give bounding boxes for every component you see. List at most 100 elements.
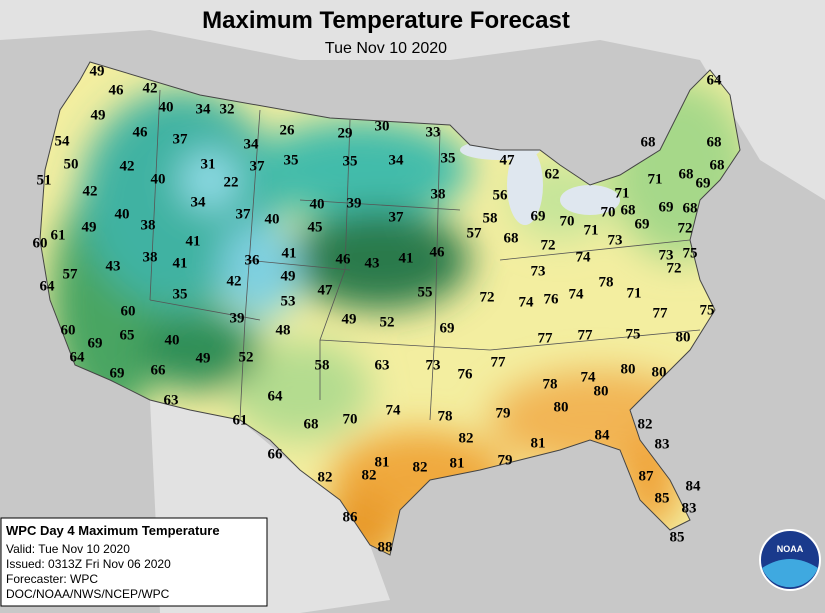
title: Maximum Temperature Forecast — [202, 7, 570, 34]
temp-label: 40 — [115, 206, 130, 222]
temp-label: 40 — [265, 211, 280, 227]
temp-label: 76 — [544, 291, 560, 307]
temp-label: 66 — [151, 362, 167, 378]
temp-label: 58 — [315, 357, 330, 373]
info-box — [0, 517, 268, 607]
temp-label: 57 — [63, 266, 79, 282]
temp-label: 69 — [659, 199, 674, 215]
temp-label: 41 — [399, 250, 414, 266]
temp-label: 69 — [88, 335, 103, 351]
temp-label: 56 — [493, 187, 509, 203]
temp-label: 69 — [635, 216, 650, 232]
temp-label: 71 — [615, 185, 630, 201]
temp-label: 66 — [268, 446, 284, 462]
temp-label: 68 — [707, 134, 722, 150]
temp-label: 82 — [638, 416, 653, 432]
temp-label: 53 — [281, 293, 296, 309]
temp-label: 57 — [467, 225, 483, 241]
temp-label: 74 — [386, 402, 402, 418]
temp-label: 82 — [413, 459, 428, 475]
temp-label: 71 — [584, 222, 599, 238]
temp-label: 49 — [342, 311, 357, 327]
temp-label: 69 — [440, 320, 455, 336]
info-title: WPC Day 4 Maximum Temperature — [6, 523, 220, 538]
temp-label: 37 — [250, 158, 266, 174]
temp-label: 68 — [504, 230, 519, 246]
temp-label: 77 — [491, 354, 507, 370]
temp-label: 69 — [110, 365, 125, 381]
temp-label: 80 — [676, 329, 691, 345]
temp-label: 36 — [245, 252, 261, 268]
temp-label: 74 — [519, 294, 535, 310]
temp-label: 65 — [120, 327, 135, 343]
date: Tue Nov 10 2020 — [325, 40, 447, 57]
temp-label: 40 — [310, 196, 325, 212]
temp-label: 64 — [40, 278, 56, 294]
temp-label: 74 — [569, 286, 585, 302]
temp-label: 78 — [599, 274, 614, 290]
temp-label: 39 — [347, 195, 362, 211]
temp-label: 71 — [627, 285, 642, 301]
temp-label: 41 — [173, 255, 188, 271]
temp-label: 63 — [375, 357, 390, 373]
temp-label: 75 — [683, 245, 698, 261]
temp-label: 71 — [648, 171, 663, 187]
temp-label: 70 — [601, 204, 616, 220]
temp-label: 77 — [653, 305, 669, 321]
temp-label: 38 — [143, 249, 158, 265]
info-line: Valid: Tue Nov 10 2020 — [6, 542, 130, 556]
temp-label: 85 — [655, 490, 670, 506]
temp-label: 72 — [541, 237, 556, 253]
temp-label: 78 — [438, 408, 453, 424]
temp-label: 83 — [655, 436, 670, 452]
temp-label: 42 — [227, 273, 242, 289]
temp-label: 64 — [70, 349, 86, 365]
temp-label: 63 — [164, 392, 179, 408]
temp-label: 60 — [121, 303, 136, 319]
temp-label: 75 — [626, 326, 641, 342]
temp-label: 37 — [389, 209, 405, 225]
temp-label: 79 — [498, 452, 513, 468]
temp-label: 35 — [173, 286, 188, 302]
temp-label: 34 — [244, 136, 260, 152]
temp-label: 54 — [55, 133, 71, 149]
temp-label: 52 — [239, 349, 254, 365]
temp-label: 43 — [106, 258, 121, 274]
temp-label: 81 — [375, 454, 390, 470]
temp-label: 70 — [560, 213, 575, 229]
temp-label: 80 — [621, 361, 636, 377]
temp-label: 29 — [338, 125, 353, 141]
temp-label: 68 — [679, 166, 694, 182]
temp-label: 38 — [141, 217, 156, 233]
temp-label: 49 — [90, 63, 105, 79]
temp-label: 74 — [581, 369, 597, 385]
temp-label: 68 — [683, 200, 698, 216]
temp-label: 87 — [639, 468, 655, 484]
temp-label: 35 — [343, 153, 358, 169]
temp-label: 80 — [652, 364, 667, 380]
temp-label: 46 — [336, 251, 352, 267]
temp-label: 47 — [318, 282, 334, 298]
temp-label: 64 — [707, 72, 723, 88]
temp-label: 35 — [441, 150, 456, 166]
temp-label: 46 — [430, 244, 446, 260]
temp-label: 37 — [236, 206, 252, 222]
temp-label: 49 — [281, 268, 296, 284]
temp-label: 72 — [480, 289, 495, 305]
temp-label: 69 — [531, 208, 546, 224]
temp-label: 31 — [201, 156, 216, 172]
temp-label: 82 — [459, 430, 474, 446]
temp-label: 68 — [641, 134, 656, 150]
temp-label: 52 — [380, 314, 395, 330]
info-line: Forecaster: WPC — [6, 572, 98, 586]
temp-label: 68 — [304, 416, 319, 432]
temp-label: 48 — [276, 322, 291, 338]
temp-label: 60 — [33, 235, 48, 251]
temp-label: 34 — [191, 194, 207, 210]
temp-label: 80 — [554, 399, 569, 415]
temp-label: 72 — [678, 220, 693, 236]
temp-label: 26 — [280, 122, 296, 138]
